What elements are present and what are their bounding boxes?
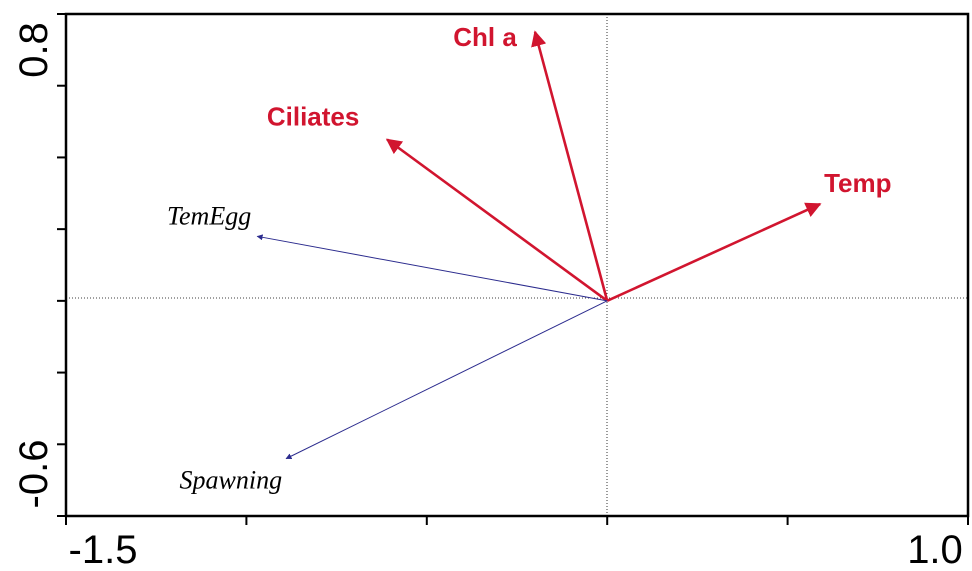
species-label-spawning: Spawning [180, 466, 283, 495]
env-label-ciliates: Ciliates [267, 102, 360, 132]
env-label-temp: Temp [824, 168, 891, 198]
species-arrow-temegg [256, 234, 608, 302]
y-tick-label-max: 0.8 [12, 22, 56, 78]
y-axis-ticks [57, 13, 66, 517]
x-axis-ticks [65, 516, 969, 525]
x-tick-label-min: -1.5 [69, 528, 138, 571]
x-tick-label-max: 1.0 [907, 528, 963, 571]
species-arrow-spawning [285, 300, 608, 460]
env-arrow-chl-a [531, 30, 609, 302]
env-arrow-ciliates [385, 138, 608, 302]
arrows-layer: Chl a Ciliates Temp TemEgg Spawning [167, 22, 892, 495]
y-tick-label-min: -0.6 [12, 440, 56, 509]
env-label-chl-a: Chl a [453, 22, 517, 52]
env-arrow-temp [606, 202, 822, 303]
plot-frame [64, 12, 970, 518]
species-label-temegg: TemEgg [167, 201, 251, 230]
